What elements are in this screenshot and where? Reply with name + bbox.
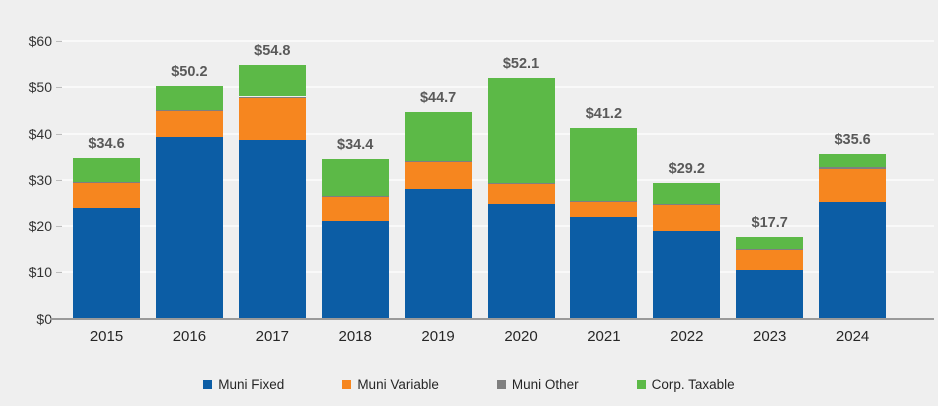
bar-segment-muni-variable — [155, 110, 223, 137]
bar-segment-muni-variable — [819, 168, 887, 202]
bar-segment-corp-taxable — [155, 86, 223, 110]
bar-segment-corp-taxable — [238, 65, 306, 97]
bar-total-label: $50.2 — [171, 64, 208, 81]
legend-swatch-icon — [496, 380, 506, 389]
bar-total-label: $34.6 — [88, 136, 125, 153]
y-axis-tick-label: $10 — [28, 264, 52, 281]
x-axis-label: 2019 — [421, 327, 455, 345]
x-axis-label: 2018 — [338, 327, 372, 345]
bar-segment-muni-fixed — [155, 136, 223, 319]
legend-swatch-icon — [203, 380, 213, 389]
legend-label: Muni Other — [511, 377, 579, 392]
bar-segment-muni-fixed — [736, 269, 804, 319]
y-axis-tick — [56, 41, 62, 42]
bar-segment-corp-taxable — [570, 127, 638, 201]
y-axis-tick — [56, 179, 62, 181]
bar-segment-muni-other — [819, 166, 887, 169]
x-axis-label: 2021 — [587, 327, 621, 345]
legend-item-muni-variable: Muni Variable — [342, 377, 439, 392]
x-axis-label: 2022 — [670, 327, 704, 345]
bar-segment-muni-variable — [653, 204, 721, 231]
legend-item-corp-taxable: Corp. Taxable — [636, 377, 735, 392]
x-axis-label: 2020 — [504, 327, 538, 345]
bar-segment-muni-variable — [73, 182, 140, 208]
legend: Muni Fixed Muni Variable Muni Other Corp. T… — [0, 377, 938, 392]
bar-segment-muni-variable — [570, 201, 638, 217]
gridline — [62, 40, 934, 42]
legend-label: Muni Variable — [357, 377, 439, 392]
bar-segment-corp-taxable — [653, 183, 721, 205]
bar-segment-muni-fixed — [570, 216, 638, 319]
bar-total-label: $52.1 — [502, 55, 540, 72]
bar-total-label: $44.7 — [419, 89, 457, 106]
x-axis-label: 2016 — [172, 327, 207, 345]
bar-segment-corp-taxable — [487, 77, 555, 183]
x-axis-label: 2017 — [255, 327, 289, 345]
y-axis-tick — [56, 133, 62, 135]
bar-segment-muni-fixed — [321, 221, 389, 319]
x-axis-label: 2024 — [835, 327, 870, 345]
bar-segment-muni-fixed — [487, 203, 555, 319]
bar-total-label: $54.8 — [254, 43, 291, 60]
legend-label: Muni Fixed — [218, 377, 285, 392]
bar-segment-muni-fixed — [819, 201, 887, 319]
legend-label: Corp. Taxable — [651, 377, 735, 392]
x-axis-line — [50, 317, 934, 320]
bar-segment-corp-taxable — [73, 158, 140, 182]
bar-segment-muni-fixed — [653, 230, 721, 319]
x-axis-label: 2015 — [89, 327, 124, 345]
bar-total-label: $41.2 — [585, 105, 623, 122]
y-axis-tick — [56, 272, 62, 274]
bar-total-label: $34.4 — [337, 137, 374, 154]
legend-item-muni-other: Muni Other — [496, 377, 579, 392]
bar-segment-muni-variable — [404, 161, 472, 189]
y-axis-tick-label: $60 — [28, 33, 52, 49]
legend-swatch-icon — [636, 380, 646, 389]
bar-segment-corp-taxable — [404, 111, 472, 161]
y-axis-tick-label: $40 — [28, 125, 52, 142]
y-axis-tick-label: $20 — [28, 218, 52, 234]
x-axis-label: 2023 — [753, 327, 787, 345]
y-axis-tick — [56, 226, 62, 227]
bar-segment-muni-variable — [736, 249, 804, 270]
bar-total-label: $29.2 — [668, 161, 705, 178]
y-axis-tick-label: $0 — [36, 310, 52, 327]
bar-total-label: $17.7 — [751, 214, 788, 231]
bar-segment-corp-taxable — [321, 159, 389, 196]
bar-segment-muni-fixed — [238, 140, 306, 319]
bar-segment-corp-taxable — [736, 236, 804, 250]
y-axis-tick-label: $30 — [28, 171, 52, 188]
bar-segment-muni-fixed — [404, 189, 472, 319]
bar-segment-muni-fixed — [73, 207, 140, 319]
y-axis-tick — [56, 87, 62, 89]
bar-segment-muni-variable — [238, 96, 306, 141]
y-axis-tick-label: $50 — [28, 79, 52, 96]
bar-segment-muni-variable — [487, 183, 555, 204]
legend-item-muni-fixed: Muni Fixed — [203, 377, 284, 392]
bar-total-label: $35.6 — [834, 131, 871, 148]
bar-segment-corp-taxable — [819, 153, 887, 167]
bar-segment-muni-variable — [321, 196, 389, 222]
legend-swatch-icon — [342, 380, 352, 389]
